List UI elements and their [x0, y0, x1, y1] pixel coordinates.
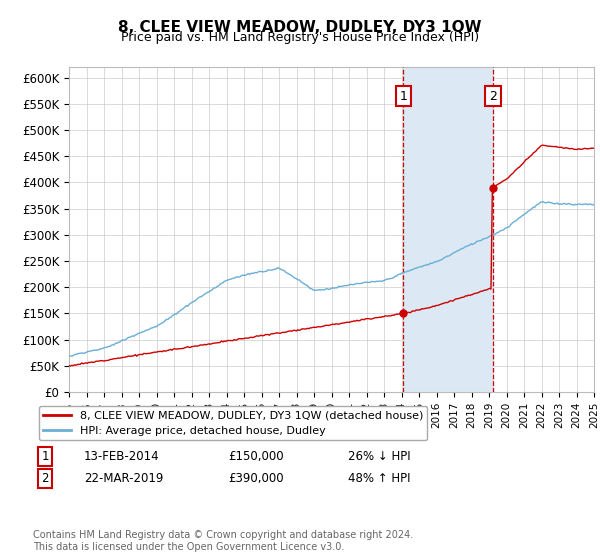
Text: 2: 2 — [41, 472, 49, 486]
Text: 1: 1 — [41, 450, 49, 463]
Text: 13-FEB-2014: 13-FEB-2014 — [84, 450, 160, 463]
Legend: 8, CLEE VIEW MEADOW, DUDLEY, DY3 1QW (detached house), HPI: Average price, detac: 8, CLEE VIEW MEADOW, DUDLEY, DY3 1QW (de… — [38, 406, 427, 440]
Text: 8, CLEE VIEW MEADOW, DUDLEY, DY3 1QW: 8, CLEE VIEW MEADOW, DUDLEY, DY3 1QW — [118, 20, 482, 35]
Text: 1: 1 — [400, 90, 407, 102]
Text: Price paid vs. HM Land Registry's House Price Index (HPI): Price paid vs. HM Land Registry's House … — [121, 31, 479, 44]
Text: £150,000: £150,000 — [228, 450, 284, 463]
Text: 22-MAR-2019: 22-MAR-2019 — [84, 472, 163, 486]
Text: 48% ↑ HPI: 48% ↑ HPI — [348, 472, 410, 486]
Text: Contains HM Land Registry data © Crown copyright and database right 2024.
This d: Contains HM Land Registry data © Crown c… — [33, 530, 413, 552]
Bar — [403, 67, 493, 392]
Text: 26% ↓ HPI: 26% ↓ HPI — [348, 450, 410, 463]
Text: £390,000: £390,000 — [228, 472, 284, 486]
Text: 2: 2 — [489, 90, 497, 102]
